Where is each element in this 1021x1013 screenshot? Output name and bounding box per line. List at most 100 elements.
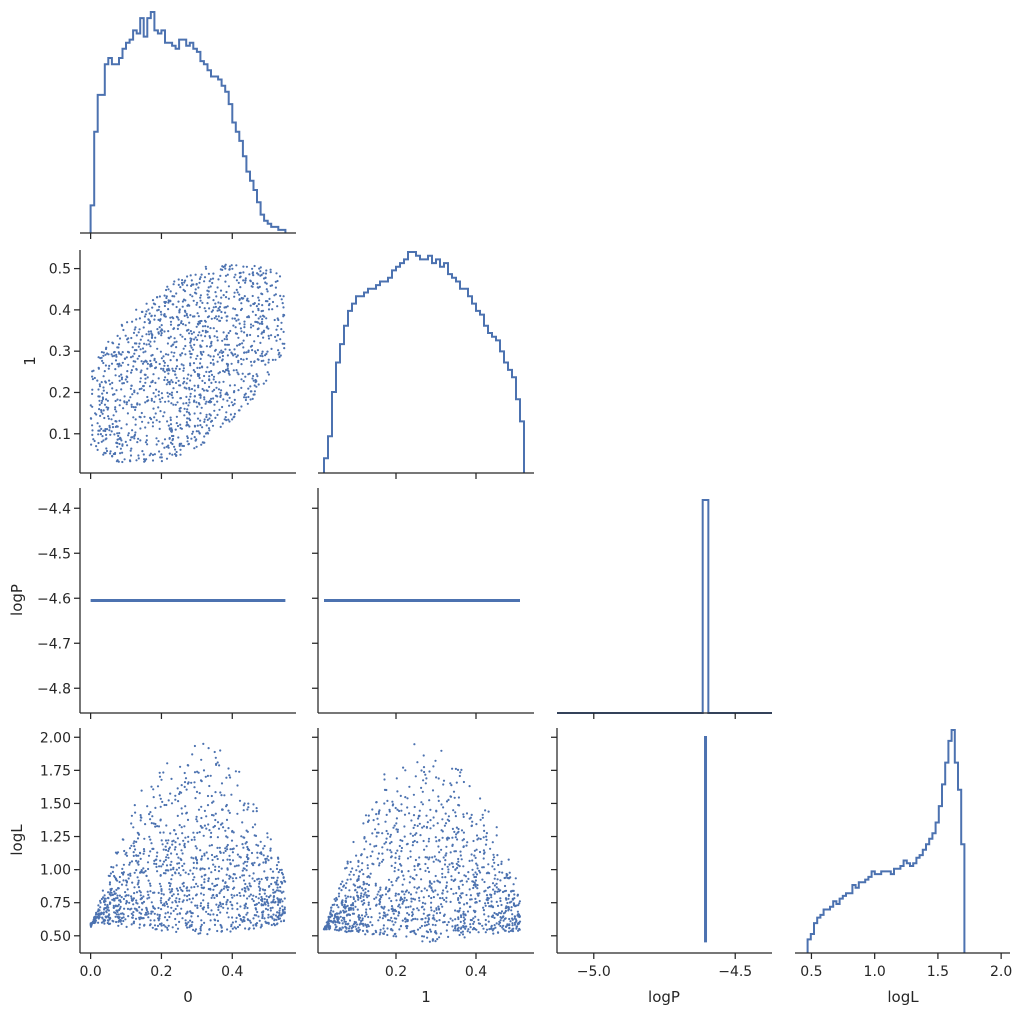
scatter-point bbox=[233, 384, 236, 387]
scatter-point bbox=[265, 900, 268, 903]
scatter-point bbox=[395, 899, 398, 902]
scatter-point bbox=[116, 363, 119, 366]
scatter-point bbox=[338, 887, 341, 890]
scatter-point bbox=[510, 917, 514, 920]
scatter-point bbox=[156, 328, 159, 331]
scatter-point bbox=[166, 853, 169, 857]
scatter-point bbox=[476, 884, 479, 887]
scatter-point bbox=[135, 840, 138, 844]
scatter-point bbox=[183, 842, 186, 845]
scatter-point bbox=[108, 922, 112, 925]
scatter-point bbox=[201, 867, 204, 870]
scatter-point bbox=[500, 917, 503, 920]
scatter-point bbox=[365, 908, 368, 911]
scatter-point bbox=[364, 933, 367, 936]
panel-0-0 bbox=[80, 11, 296, 239]
scatter-point bbox=[422, 766, 426, 769]
scatter-point bbox=[175, 450, 178, 454]
scatter-point bbox=[171, 843, 174, 846]
scatter-point bbox=[507, 858, 510, 861]
scatter-point bbox=[443, 898, 446, 902]
scatter-point bbox=[457, 926, 460, 929]
scatter-point bbox=[227, 809, 230, 812]
scatter-point bbox=[413, 878, 416, 881]
scatter-point bbox=[402, 874, 405, 877]
scatter-point bbox=[129, 460, 132, 463]
scatter-point bbox=[365, 894, 368, 897]
scatter-point bbox=[165, 445, 168, 448]
scatter-point bbox=[235, 864, 238, 867]
scatter-point bbox=[513, 917, 516, 920]
scatter-point bbox=[471, 868, 474, 871]
scatter-point bbox=[114, 399, 117, 403]
scatter-point bbox=[194, 845, 197, 848]
scatter-point bbox=[91, 405, 94, 408]
scatter-point bbox=[171, 442, 174, 446]
scatter-point bbox=[193, 771, 197, 774]
scatter-point bbox=[244, 902, 247, 905]
scatter-point bbox=[206, 389, 209, 392]
scatter-point bbox=[161, 396, 164, 399]
scatter-point bbox=[360, 854, 363, 857]
scatter-point bbox=[445, 900, 448, 903]
scatter-point bbox=[120, 871, 124, 875]
scatter-point bbox=[139, 338, 142, 341]
scatter-point bbox=[174, 373, 177, 376]
scatter-point bbox=[506, 923, 509, 926]
y-tick-label: 0.75 bbox=[40, 896, 71, 912]
scatter-point bbox=[518, 915, 521, 919]
scatter-point bbox=[258, 285, 261, 288]
scatter-point bbox=[246, 830, 249, 833]
scatter-point bbox=[388, 842, 392, 845]
scatter-point bbox=[202, 350, 205, 353]
scatter-point bbox=[280, 868, 283, 871]
scatter-point bbox=[337, 895, 341, 898]
scatter-point bbox=[180, 784, 183, 787]
scatter-point bbox=[214, 291, 217, 294]
scatter-point bbox=[432, 916, 435, 919]
scatter-point bbox=[168, 884, 172, 888]
scatter-point bbox=[157, 394, 160, 397]
scatter-point bbox=[450, 784, 453, 787]
scatter-point bbox=[375, 813, 378, 816]
scatter-point bbox=[425, 889, 429, 892]
scatter-point bbox=[219, 901, 222, 904]
scatter-point bbox=[217, 315, 220, 318]
scatter-point bbox=[143, 923, 146, 927]
scatter-point bbox=[500, 860, 503, 863]
scatter-point bbox=[108, 379, 111, 382]
scatter-point bbox=[425, 924, 428, 927]
scatter-point bbox=[451, 919, 454, 922]
scatter-point bbox=[264, 861, 267, 864]
scatter-point bbox=[432, 890, 435, 893]
scatter-point bbox=[199, 419, 202, 422]
scatter-point bbox=[103, 922, 106, 925]
scatter-point bbox=[366, 820, 370, 824]
scatter-point bbox=[206, 933, 209, 936]
scatter-point bbox=[493, 856, 496, 859]
scatter-point bbox=[384, 841, 388, 844]
scatter-point bbox=[103, 900, 106, 903]
scatter-point bbox=[135, 869, 138, 872]
scatter-point bbox=[154, 412, 157, 415]
scatter-point bbox=[152, 822, 155, 825]
scatter-point bbox=[512, 902, 516, 905]
scatter-point bbox=[216, 413, 219, 416]
scatter-point bbox=[126, 444, 129, 447]
scatter-point bbox=[272, 901, 275, 904]
scatter-point bbox=[262, 847, 265, 850]
scatter-point bbox=[360, 900, 363, 903]
scatter-point bbox=[105, 910, 108, 913]
scatter-point bbox=[481, 878, 484, 881]
scatter-point bbox=[112, 906, 115, 909]
scatter-point bbox=[513, 923, 517, 926]
scatter-point bbox=[242, 846, 245, 849]
scatter-point bbox=[183, 785, 186, 789]
scatter-point bbox=[479, 837, 482, 841]
scatter-point bbox=[150, 910, 153, 913]
scatter-point bbox=[207, 823, 210, 826]
scatter-point bbox=[183, 414, 186, 417]
scatter-point bbox=[135, 901, 138, 904]
scatter-point bbox=[136, 876, 139, 879]
scatter-point bbox=[165, 803, 168, 807]
